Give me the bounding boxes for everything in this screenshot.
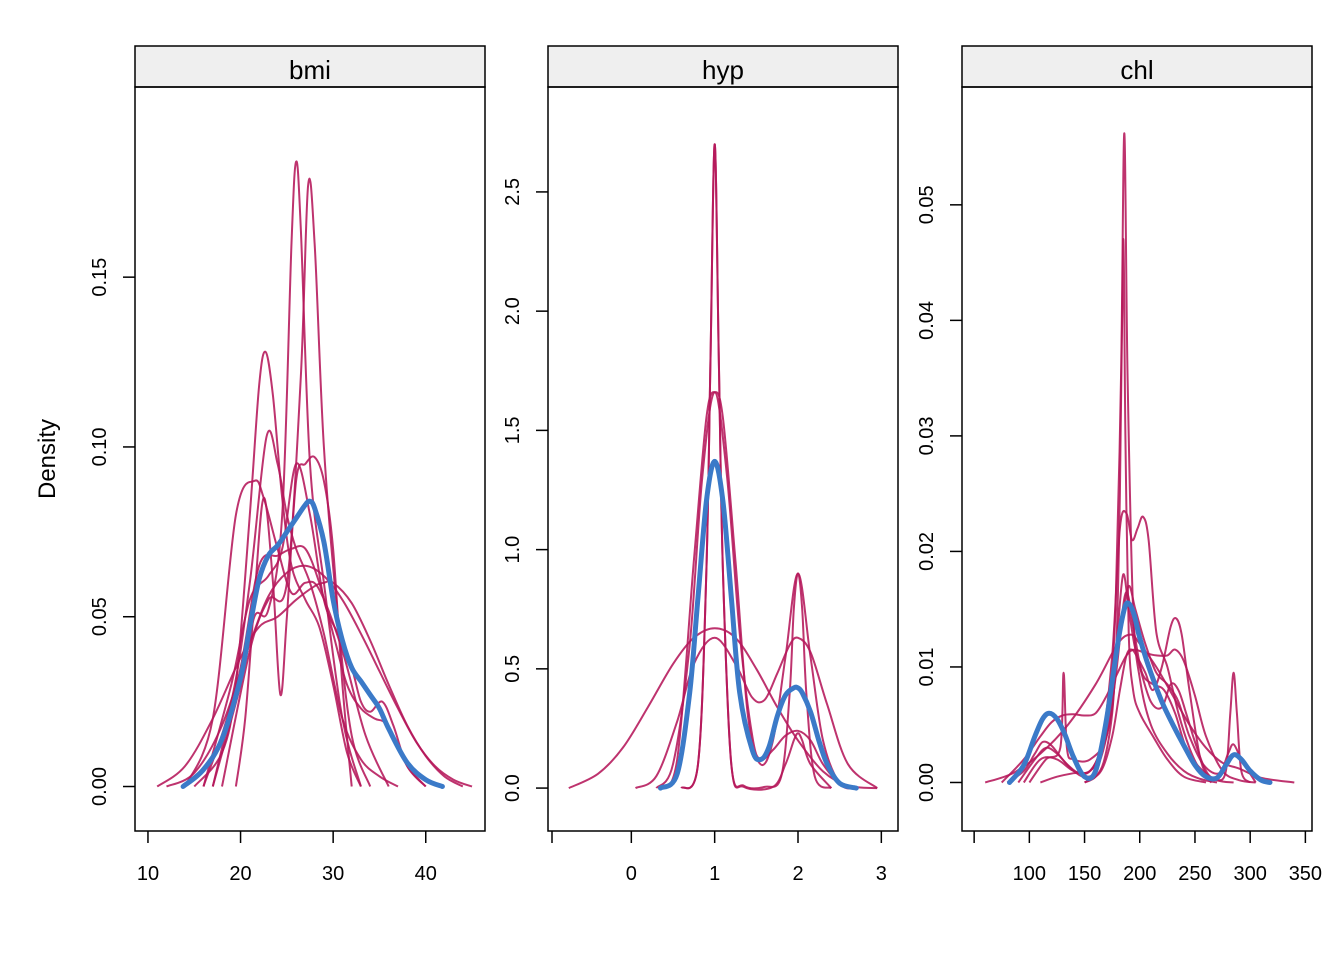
curves-bmi bbox=[156, 160, 473, 789]
x-tick-label: 10 bbox=[137, 863, 159, 885]
y-tick-label: 1.5 bbox=[502, 416, 524, 444]
y-tick-label: 1.0 bbox=[502, 536, 524, 564]
strip-background-chl bbox=[961, 45, 1313, 88]
x-tick-label: 350 bbox=[1289, 863, 1322, 885]
x-tick-label: 2 bbox=[792, 863, 803, 885]
imputed-density-line bbox=[1028, 238, 1207, 784]
y-tick-label: 0.05 bbox=[89, 597, 111, 636]
y-axis-title: Density bbox=[34, 419, 61, 499]
strip-background-bmi bbox=[134, 45, 486, 88]
observed-density-line bbox=[658, 458, 859, 791]
panel-hyp: hyp 0.0 0.5 1.0 1.5 2.0 2.5 0 1 2 3 bbox=[502, 45, 899, 885]
x-tick-label: 200 bbox=[1123, 863, 1156, 885]
imputed-density-line bbox=[156, 580, 464, 788]
y-tick-label: 0.04 bbox=[916, 301, 938, 340]
plot-frame-bmi bbox=[134, 86, 486, 832]
y-tick-label: 0.05 bbox=[916, 185, 938, 224]
imputed-density-line bbox=[1084, 616, 1213, 784]
imputed-density-line bbox=[568, 627, 878, 790]
x-tick-label: 3 bbox=[876, 863, 887, 885]
imputed-density-line bbox=[659, 391, 857, 790]
y-tick-label: 0.01 bbox=[916, 648, 938, 687]
y-tick-label: 0.00 bbox=[89, 767, 111, 806]
y-tick-label: 0.5 bbox=[502, 655, 524, 683]
x-tick-label: 150 bbox=[1068, 863, 1101, 885]
y-tick-label: 0.03 bbox=[916, 416, 938, 455]
x-tick-label: 20 bbox=[229, 863, 251, 885]
y-tick-label: 2.0 bbox=[502, 297, 524, 325]
y-tick-label: 0.0 bbox=[502, 774, 524, 802]
imputed-density-line bbox=[984, 633, 1295, 784]
y-tick-label: 0.10 bbox=[89, 427, 111, 466]
x-tick-label: 40 bbox=[415, 863, 437, 885]
y-tick-label: 2.5 bbox=[502, 178, 524, 206]
plot-frame-hyp bbox=[547, 86, 899, 832]
imputed-density-line bbox=[635, 636, 878, 790]
strip-label-bmi: bmi bbox=[289, 55, 331, 85]
x-tick-label: 300 bbox=[1233, 863, 1266, 885]
x-tick-label: 250 bbox=[1178, 863, 1211, 885]
x-tick-label: 30 bbox=[322, 863, 344, 885]
strip-label-chl: chl bbox=[1120, 55, 1153, 85]
imputed-density-line bbox=[655, 391, 857, 790]
plot-frame-chl bbox=[961, 86, 1313, 832]
panel-bmi: bmi 0.00 0.05 0.10 0.15 10 20 30 40 bbox=[89, 45, 486, 885]
y-tick-label: 0.15 bbox=[89, 258, 111, 297]
curves-hyp bbox=[568, 143, 878, 791]
y-tick-label: 0.02 bbox=[916, 532, 938, 571]
x-tick-label: 100 bbox=[1013, 863, 1046, 885]
observed-density-line bbox=[1007, 600, 1273, 785]
curves-chl bbox=[984, 132, 1295, 785]
strip-label-hyp: hyp bbox=[702, 55, 744, 85]
x-tick-label: 0 bbox=[626, 863, 637, 885]
y-tick-label: 0.00 bbox=[916, 763, 938, 802]
observed-density-line bbox=[180, 498, 445, 789]
panel-chl: chl 0.00 0.01 0.02 0.03 0.04 0.05 100 150 200 250 3… bbox=[916, 45, 1322, 885]
x-tick-label: 1 bbox=[709, 863, 720, 885]
